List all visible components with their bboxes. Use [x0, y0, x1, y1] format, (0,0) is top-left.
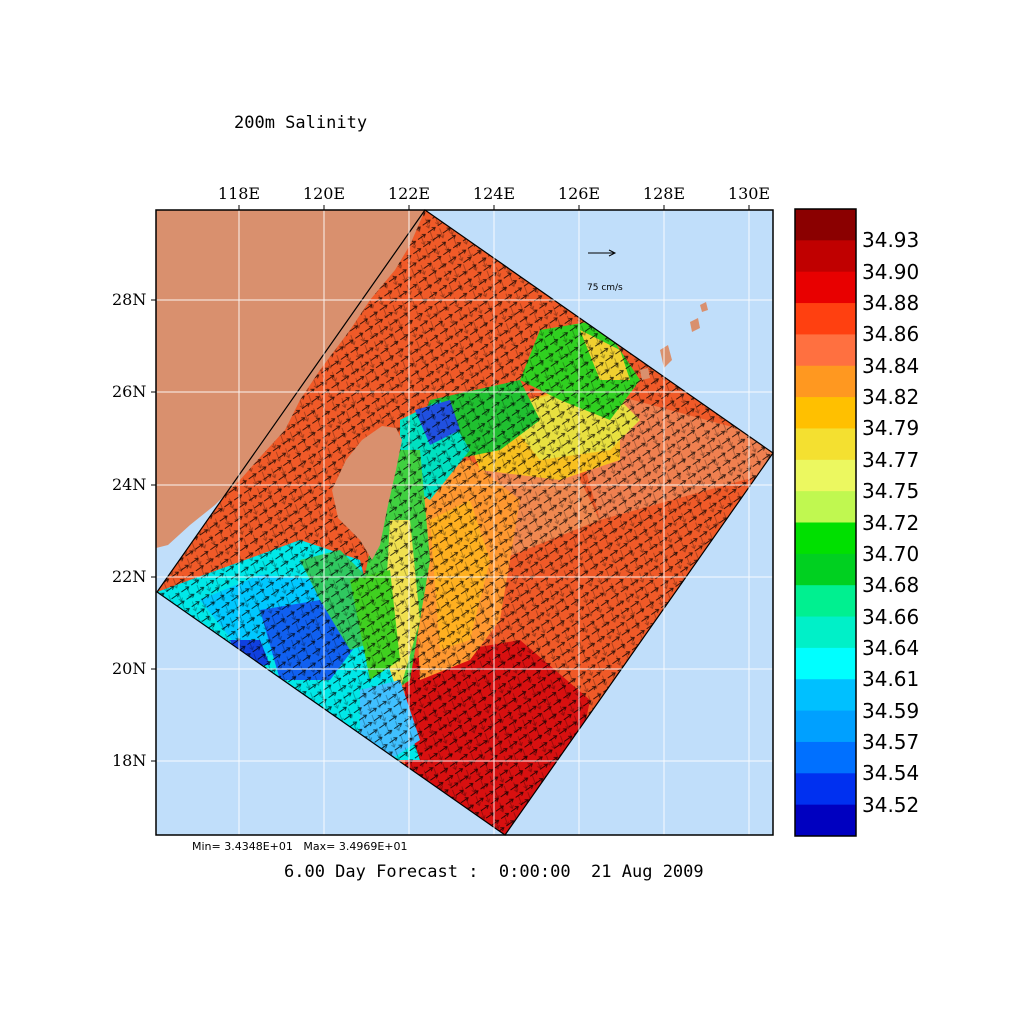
legend-swatch — [795, 271, 856, 304]
lon-label-120e: 120E — [302, 184, 346, 203]
legend-label: 34.75 — [862, 479, 920, 504]
legend-label: 34.93 — [862, 228, 920, 253]
map-title: 200m Salinity — [234, 113, 368, 133]
legend-swatch — [795, 585, 856, 618]
legend-label: 34.72 — [862, 510, 920, 535]
legend-swatch — [795, 428, 856, 461]
legend-label: 34.90 — [862, 259, 920, 284]
legend-swatch — [795, 365, 856, 398]
legend-swatch — [795, 491, 856, 523]
legend-swatch — [795, 710, 856, 743]
legend-swatch — [795, 679, 856, 712]
legend-swatch — [795, 397, 856, 429]
legend-label: 34.57 — [862, 729, 920, 754]
legend-swatch — [795, 773, 856, 806]
legend-colorbar — [795, 209, 856, 837]
min-value: Min= 3.4348E+01 — [192, 840, 293, 853]
lon-label-122e: 122E — [387, 184, 431, 203]
legend-label: 34.54 — [862, 761, 920, 786]
legend-label: 34.77 — [862, 447, 920, 472]
legend-swatch — [795, 334, 856, 367]
graticule — [156, 210, 773, 835]
forecast-label: 6.00 Day Forecast : 0:00:00 21 Aug 2009 — [284, 862, 704, 882]
lat-label-22n: 22N — [112, 567, 147, 586]
legend-swatch — [795, 553, 856, 586]
legend-label: 34.84 — [862, 353, 920, 378]
legend-swatch — [795, 303, 856, 335]
reference-vector-arrow — [588, 249, 617, 257]
legend-label: 34.88 — [862, 291, 920, 316]
lat-label-20n: 20N — [112, 659, 147, 678]
lat-label-24n: 24N — [112, 475, 147, 494]
legend-label: 34.66 — [862, 604, 920, 629]
legend-swatch — [795, 240, 856, 273]
lat-label-18n: 18N — [112, 751, 147, 770]
legend-label: 34.68 — [862, 573, 920, 598]
lon-label-130e: 130E — [727, 184, 771, 203]
reference-vector-label: 75 cm/s — [587, 283, 623, 293]
legend-label: 34.79 — [862, 416, 920, 441]
legend-swatch — [795, 209, 856, 241]
legend-label: 34.61 — [862, 667, 920, 692]
legend-swatch — [795, 741, 856, 774]
lat-label-28n: 28N — [112, 290, 147, 309]
legend-label: 34.64 — [862, 635, 920, 660]
legend-label: 34.86 — [862, 322, 920, 347]
min-max-readout: Min= 3.4348E+01 Max= 3.4969E+01 — [192, 840, 408, 853]
lon-label-126e: 126E — [557, 184, 601, 203]
map-frame — [155, 209, 774, 836]
lon-label-128e: 128E — [642, 184, 686, 203]
lon-label-124e: 124E — [472, 184, 516, 203]
legend-swatch — [795, 616, 856, 649]
land-china — [156, 210, 425, 548]
legend-swatch — [795, 522, 856, 555]
legend-frame — [794, 208, 857, 837]
land-islands — [660, 345, 672, 368]
legend-label: 34.59 — [862, 698, 920, 723]
legend-swatch — [795, 647, 856, 680]
lon-label-118e: 118E — [217, 184, 261, 203]
land-taiwan — [332, 426, 402, 560]
lat-label-26n: 26N — [112, 382, 147, 401]
legend-label: 34.82 — [862, 385, 920, 410]
legend-swatch — [795, 459, 856, 492]
max-value: Max= 3.4969E+01 — [303, 840, 408, 853]
legend-label: 34.70 — [862, 541, 920, 566]
legend-label: 34.52 — [862, 792, 920, 817]
legend-swatch — [795, 804, 856, 837]
